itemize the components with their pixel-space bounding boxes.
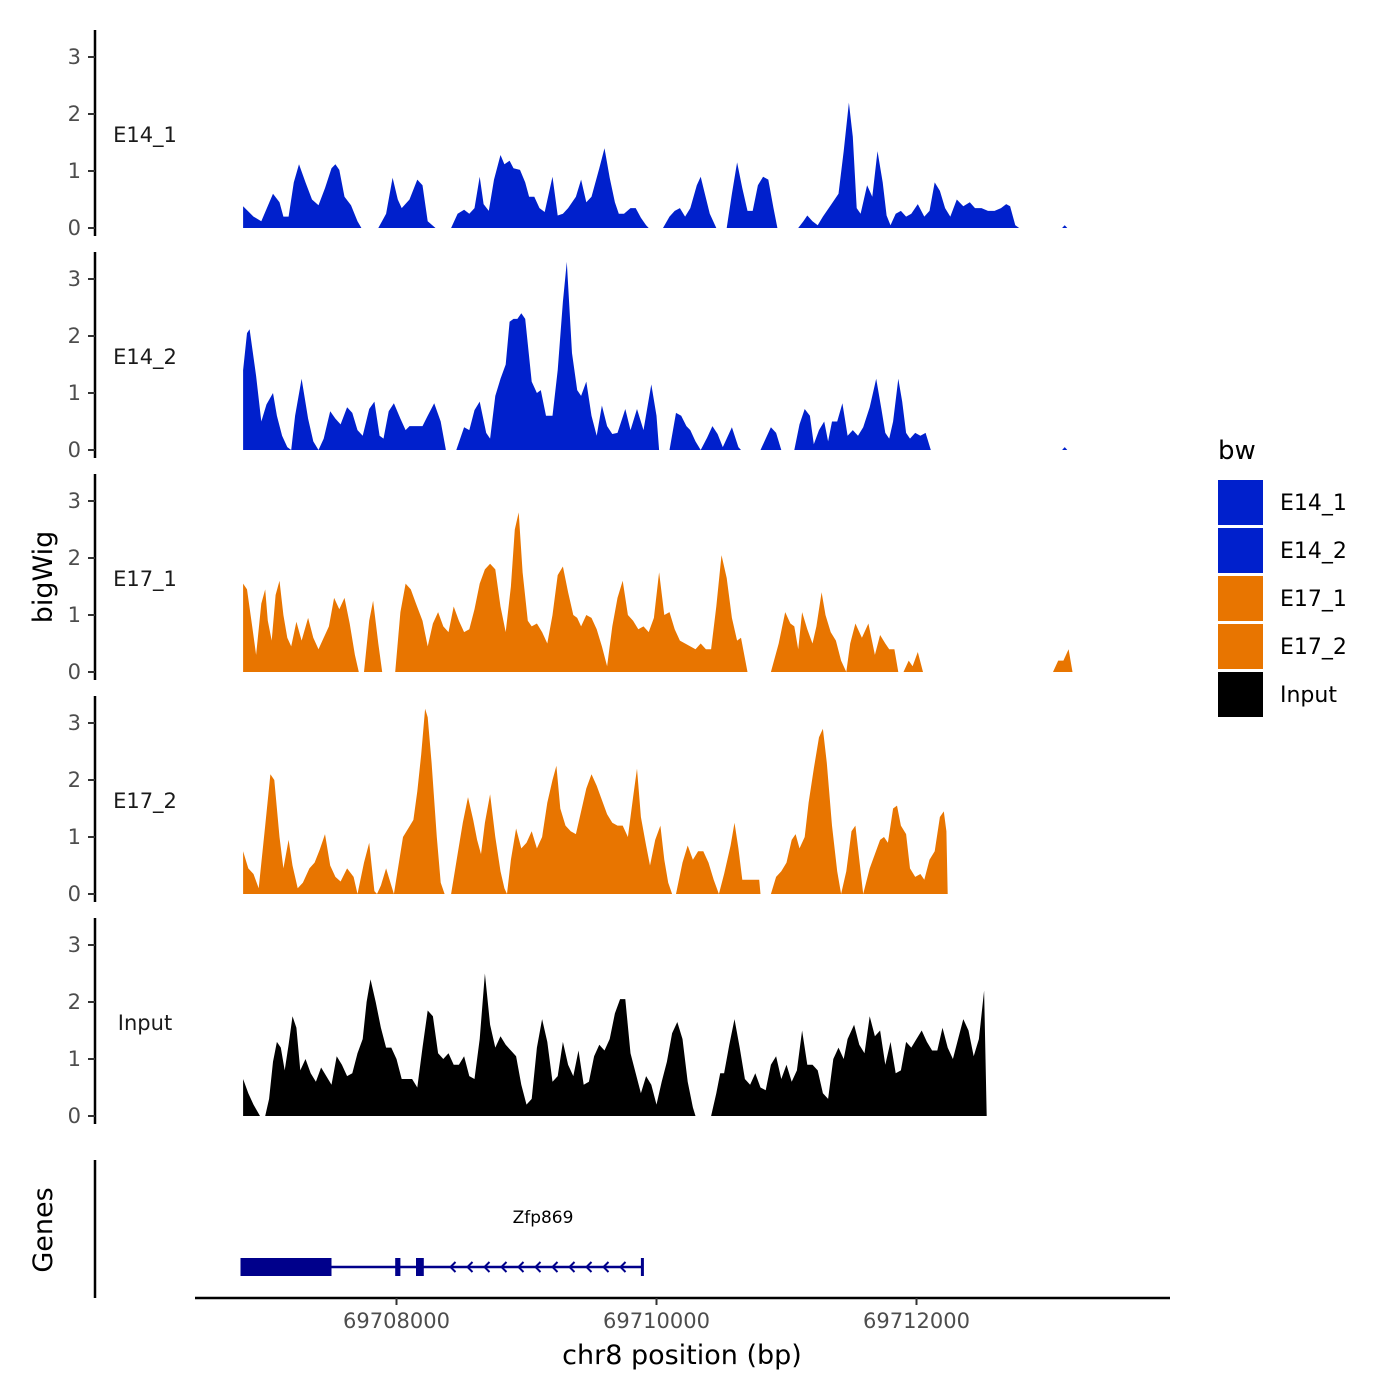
coverage-area <box>243 708 445 894</box>
coverage-area <box>770 728 948 894</box>
coverage-area <box>903 652 923 672</box>
legend-label: E17_2 <box>1280 635 1347 660</box>
track-label: E14_1 <box>113 123 177 148</box>
y-tick-label: 0 <box>68 438 81 462</box>
legend: bw E14_1 E14_2 E17_1 E17_2 Input <box>1218 436 1347 717</box>
legend-label: Input <box>1280 683 1337 708</box>
strand-arrow <box>500 1261 508 1273</box>
y-tick-label: 2 <box>68 102 81 126</box>
strand-arrow <box>585 1261 593 1273</box>
x-tick-label: 69712000 <box>863 1309 970 1333</box>
y-tick-label: 2 <box>68 546 81 570</box>
y-tick-label: 2 <box>68 768 81 792</box>
y-tick-label: 1 <box>68 381 81 405</box>
coverage-area <box>726 162 778 228</box>
genes-track: Zfp869 <box>93 1160 644 1298</box>
track-label: E17_2 <box>113 789 177 814</box>
track-e17-2: 0 1 2 3 E17_2 <box>68 696 948 906</box>
coverage-area <box>451 765 673 894</box>
track-label: E17_1 <box>113 567 177 592</box>
y-tick-label: 0 <box>68 882 81 906</box>
coverage-area <box>395 512 748 672</box>
gene-exon <box>240 1258 332 1276</box>
legend-swatch <box>1218 528 1263 573</box>
track-e17-1: 0 1 2 3 E17_1 <box>68 474 1073 684</box>
x-axis: 69708000 69710000 69712000 <box>195 1296 1170 1333</box>
y-tick-label: 3 <box>68 489 81 513</box>
legend-swatch <box>1218 480 1263 525</box>
x-tick-label: 69708000 <box>343 1309 450 1333</box>
strand-arrow <box>551 1261 559 1273</box>
coverage-area <box>794 378 931 450</box>
y-tick-label: 1 <box>68 1047 81 1071</box>
x-axis-title: chr8 position (bp) <box>562 1340 802 1371</box>
coverage-area <box>364 600 383 672</box>
coverage-area <box>451 148 649 228</box>
strand-arrow <box>483 1261 491 1273</box>
coverage-area <box>243 329 446 450</box>
y-tick-label: 0 <box>68 216 81 240</box>
y-tick-label: 3 <box>68 933 81 957</box>
y-tick-label: 1 <box>68 825 81 849</box>
track-label: E14_2 <box>113 345 177 370</box>
coverage-area <box>243 164 362 228</box>
coverage-area <box>770 592 899 672</box>
legend-label: E14_2 <box>1280 539 1347 564</box>
bigwig-tracks: 0 1 2 3 E14_1 0 1 2 3 E14_2 0 1 2 3 E17_1 0 1 2 3 E17_2 0 1 2 3… <box>68 30 1073 1128</box>
coverage-area <box>1062 225 1068 228</box>
coverage-area <box>663 176 717 228</box>
strand-arrow <box>466 1261 474 1273</box>
gene-exon <box>395 1258 401 1276</box>
y-tick-label: 1 <box>68 159 81 183</box>
coverage-area <box>378 177 436 228</box>
coverage-area <box>1053 649 1073 672</box>
coverage-area <box>669 412 741 450</box>
legend-title: bw <box>1218 436 1256 466</box>
y-tick-label: 1 <box>68 603 81 627</box>
coverage-area <box>798 102 1020 228</box>
coverage-area <box>265 973 696 1116</box>
gene-name-label: Zfp869 <box>513 1208 574 1228</box>
x-tick-label: 69710000 <box>603 1309 710 1333</box>
coverage-area <box>760 427 782 450</box>
legend-label: E14_1 <box>1280 491 1347 516</box>
legend-label: E17_1 <box>1280 587 1347 612</box>
track-e14-1: 0 1 2 3 E14_1 <box>68 30 1068 240</box>
track-label: Input <box>118 1011 172 1035</box>
y-axis-title: bigWig <box>28 531 59 624</box>
strand-arrow <box>534 1261 542 1273</box>
strand-arrow <box>449 1261 457 1273</box>
gene-exon <box>416 1258 424 1276</box>
y-tick-label: 3 <box>68 267 81 291</box>
strand-arrow <box>619 1261 627 1273</box>
coverage-area <box>1062 447 1068 450</box>
y-tick-label: 3 <box>68 45 81 69</box>
strand-arrow <box>517 1261 525 1273</box>
legend-swatch <box>1218 672 1263 717</box>
y-tick-label: 2 <box>68 324 81 348</box>
coverage-area <box>676 822 761 894</box>
strand-arrow <box>568 1261 576 1273</box>
coverage-area <box>243 580 359 672</box>
track-input: 0 1 2 3 Input <box>68 918 987 1128</box>
y-tick-label: 3 <box>68 711 81 735</box>
legend-swatch <box>1218 576 1263 621</box>
track-e14-2: 0 1 2 3 E14_2 <box>68 252 1068 462</box>
legend-swatch <box>1218 624 1263 669</box>
gene-exon <box>640 1258 644 1276</box>
coverage-area <box>243 1079 260 1116</box>
genes-axis-title: Genes <box>28 1187 59 1272</box>
y-tick-label: 0 <box>68 660 81 684</box>
coverage-area <box>456 261 660 450</box>
y-tick-label: 0 <box>68 1104 81 1128</box>
coverage-area <box>711 990 987 1116</box>
y-tick-label: 2 <box>68 990 81 1014</box>
strand-arrow <box>602 1261 610 1273</box>
